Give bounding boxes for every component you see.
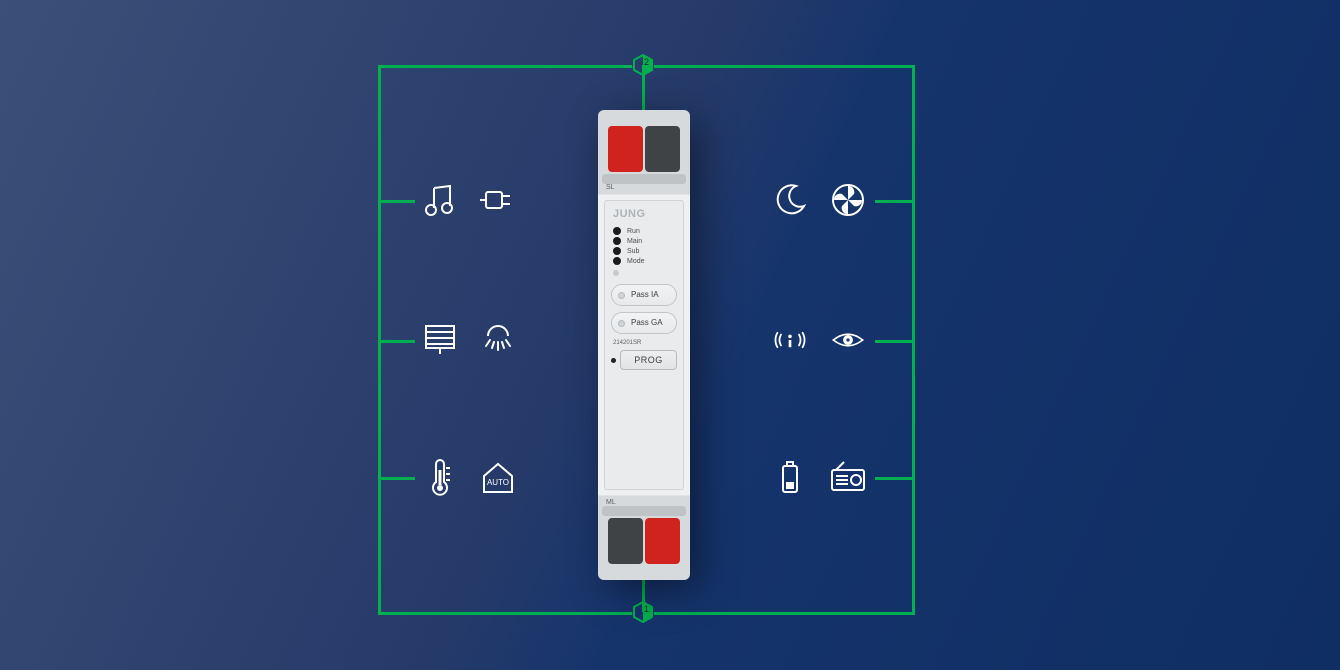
port-label-sl: SL [606,184,615,191]
pass-ia-button[interactable]: Pass IA [611,284,677,306]
led-mode-icon [613,257,621,265]
broadcast-icon [770,320,810,360]
port-label-ml: ML [606,499,616,506]
feature-left-row-1 [420,320,518,360]
auto-home-icon: AUTO [478,458,518,498]
radio-icon [828,458,868,498]
status-mini-led [613,270,619,276]
terminal-bottom [606,512,682,570]
feature-right-row-1 [770,320,868,360]
feature-left-row-2: AUTO [420,458,518,498]
led-run-icon [613,227,621,235]
terminal-top-red [608,126,643,172]
led-run-label: Run [627,228,640,235]
feature-right-row-0 [770,180,868,220]
led-main-icon [613,237,621,245]
prog-led [611,358,616,363]
terminal-bottom-red [645,518,680,564]
light-icon [478,320,518,360]
pass-ga-button[interactable]: Pass GA [611,312,677,334]
bus-node-2: 2 [632,54,654,76]
pass-ga-label: Pass GA [631,319,663,327]
led-main-label: Main [627,238,642,245]
blinds-icon [420,320,460,360]
plug-icon [478,180,518,220]
led-row-main: Main [611,236,677,246]
led-sub-icon [613,247,621,255]
thermometer-icon [420,458,460,498]
moon-icon [770,180,810,220]
bus-node-1: 1 [632,601,654,623]
led-sub-label: Sub [627,248,639,255]
eye-icon [828,320,868,360]
svg-text:AUTO: AUTO [487,478,509,487]
feature-left-row-0 [420,180,518,220]
device-faceplate: JUNG Run Main Sub Mode Pass IA Pass GA 2142… [604,200,684,490]
music-icon [420,180,460,220]
battery-icon [770,458,810,498]
feature-right-row-2 [770,458,868,498]
brand-label: JUNG [611,207,677,226]
prog-label: PROG [634,356,663,365]
led-row-mode: Mode [611,256,677,266]
pass-ia-label: Pass IA [631,291,659,299]
knx-device: SL ML JUNG Run Main Sub Mode Pass IA Pass G… [598,110,690,580]
diagram-stage: 2 1 AUTO SL [0,0,1340,670]
prog-button[interactable]: PROG [620,350,677,370]
led-row-sub: Sub [611,246,677,256]
fan-icon [828,180,868,220]
terminal-top-black [645,126,680,172]
model-label: 214201SR [611,334,677,346]
bus-node-1-label: 1 [644,605,649,614]
terminal-bottom-black [608,518,643,564]
led-block: Run Main Sub Mode [611,226,677,266]
terminal-top [606,120,682,178]
bus-node-2-label: 2 [644,58,649,67]
led-mode-label: Mode [627,258,645,265]
led-row-run: Run [611,226,677,236]
